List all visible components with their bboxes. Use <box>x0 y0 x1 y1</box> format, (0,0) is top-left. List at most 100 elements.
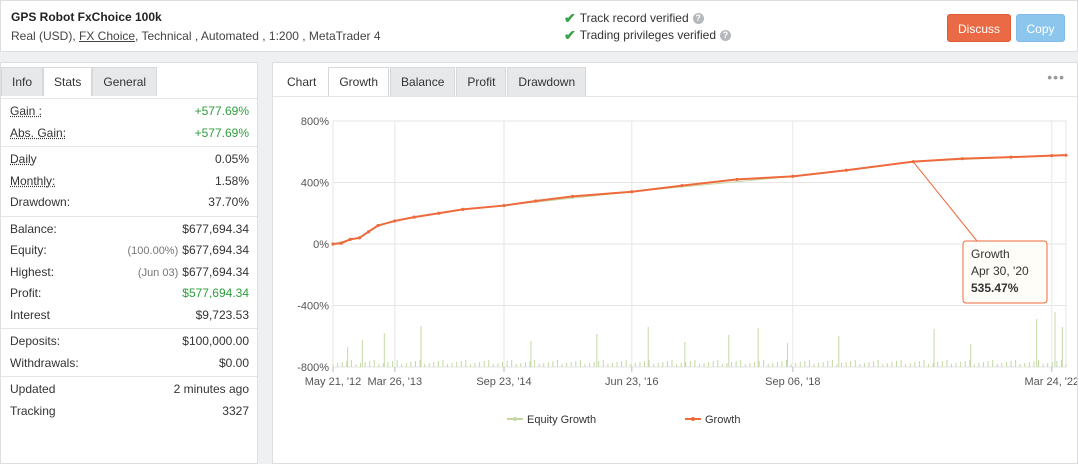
tooltip-value: 535.47% <box>971 281 1019 295</box>
growth-point <box>680 183 684 188</box>
system-details: Real (USD), FX Choice, Technical , Autom… <box>11 29 381 43</box>
stat-abs-gain: Abs. Gain: +577.69% <box>1 123 257 145</box>
y-tick-label: 800% <box>301 116 329 128</box>
divider <box>273 96 1077 97</box>
growth-point <box>376 223 380 228</box>
stat-value: 37.70% <box>208 195 249 209</box>
growth-point <box>735 177 739 182</box>
discuss-button[interactable]: Discuss <box>947 14 1011 42</box>
stat-interest: Interest $9,723.53 <box>1 305 257 327</box>
growth-point <box>502 203 506 208</box>
stat-equity: Equity: (100.00%) $677,694.34 <box>1 240 257 262</box>
growth-point <box>1009 155 1013 159</box>
tab-drawdown[interactable]: Drawdown <box>507 67 587 96</box>
y-tick-label: 400% <box>301 178 329 190</box>
tab-stats[interactable]: Stats <box>43 67 93 96</box>
growth-point <box>358 236 362 240</box>
stat-label: Tracking <box>10 403 56 418</box>
legend-label: Equity Growth <box>527 414 596 426</box>
tooltip-date: Apr 30, '20 <box>971 264 1029 278</box>
growth-point <box>1050 153 1054 158</box>
stat-value: $577,694.34 <box>182 286 249 300</box>
growth-point <box>791 174 795 178</box>
tab-profit[interactable]: Profit <box>456 67 507 96</box>
stat-value: +577.69% <box>194 104 249 118</box>
x-tick-label: Sep 06, '18 <box>765 376 820 388</box>
more-options-icon[interactable]: ••• <box>1047 69 1065 85</box>
stats-tabs: Info Stats General <box>1 67 158 96</box>
copy-button[interactable]: Copy <box>1016 14 1065 42</box>
info-icon[interactable]: ? <box>720 29 732 41</box>
stat-highest: Highest: (Jun 03) $677,694.34 <box>1 262 257 284</box>
x-tick-label: Sep 23, '14 <box>476 376 531 388</box>
growth-chart[interactable]: 800% 400% 0% -400% -800% May 21, '12 Mar 26, '… <box>273 97 1077 463</box>
x-tick-label: Mar 24, '22 <box>1024 376 1077 388</box>
growth-point <box>571 194 575 198</box>
stat-drawdown: Drawdown: 37.70% <box>1 192 257 214</box>
stat-value: (100.00%) $677,694.34 <box>128 240 250 263</box>
growth-point <box>437 211 441 215</box>
stat-value: $100,000.00 <box>182 334 249 348</box>
stat-deposits: Deposits: $100,000.00 <box>1 331 257 353</box>
x-tick-label: May 21, '12 <box>305 376 362 388</box>
tab-general[interactable]: General <box>92 67 158 96</box>
tab-growth[interactable]: Growth <box>328 67 390 96</box>
growth-point <box>1064 153 1068 157</box>
stats-panel: Info Stats General Gain : +577.69% Abs. G… <box>0 62 258 464</box>
stat-tracking: Tracking 3327 <box>1 401 257 423</box>
stat-label: Equity: <box>10 243 47 257</box>
check-icon: ✔ <box>564 10 576 26</box>
growth-point <box>534 199 538 203</box>
chart-tabs: Chart Growth Balance Profit Drawdown <box>276 67 587 96</box>
stat-prefix: (Jun 03) <box>137 266 179 279</box>
y-tick-label: -800% <box>297 362 329 374</box>
system-title: GPS Robot FxChoice 100k <box>11 10 162 24</box>
stat-label[interactable]: Abs. Gain: <box>10 125 67 140</box>
growth-point <box>393 219 397 223</box>
stat-value: (Jun 03) $677,694.34 <box>138 262 249 285</box>
growth-point <box>412 215 416 219</box>
info-icon[interactable]: ? <box>692 12 704 24</box>
stat-label[interactable]: Daily <box>10 152 37 166</box>
account-type: Real (USD), <box>11 29 80 43</box>
chart-panel: Chart Growth Balance Profit Drawdown •••… <box>272 62 1078 464</box>
x-tick-label: Mar 26, '13 <box>367 376 422 388</box>
tab-balance[interactable]: Balance <box>390 67 456 96</box>
y-tick-label: 0% <box>313 239 329 251</box>
stat-label: Withdrawals: <box>10 355 79 370</box>
legend-marker <box>691 417 695 421</box>
growth-point <box>461 207 465 212</box>
stat-monthly: Monthly: 1.58% <box>1 171 257 193</box>
stat-label: Profit: <box>10 286 42 300</box>
x-tick-label: Jun 23, '16 <box>605 376 658 388</box>
track-record-verified: ✔ Track record verified ? <box>564 11 704 25</box>
stat-value: 0.05% <box>214 152 249 166</box>
stat-label: Drawdown: <box>10 195 71 209</box>
stat-balance: Balance: $677,694.34 <box>1 219 257 241</box>
stat-value: 2 minutes ago <box>173 382 249 396</box>
growth-point <box>367 230 371 234</box>
stat-value: $0.00 <box>218 355 249 370</box>
stat-label[interactable]: Gain : <box>10 104 43 118</box>
trading-privileges-verified: ✔ Trading privileges verified ? <box>564 27 732 43</box>
stat-value: +577.69% <box>194 125 249 140</box>
stat-prefix: (100.00%) <box>127 245 179 257</box>
stat-label: Deposits: <box>10 334 61 348</box>
growth-point <box>844 168 849 172</box>
tooltip-box <box>962 240 1048 304</box>
stat-value: 1.58% <box>214 173 249 188</box>
stat-value: $9,723.53 <box>195 307 249 322</box>
tooltip-pointer <box>912 161 978 242</box>
stats-list: Gain : +577.69% Abs. Gain: +577.69% Daily 0… <box>1 98 257 424</box>
tab-info[interactable]: Info <box>1 67 44 96</box>
legend-label: Growth <box>705 414 740 426</box>
stat-value: $677,694.34 <box>182 221 249 236</box>
account-details: , Technical , Automated , 1:200 , MetaTr… <box>135 29 381 43</box>
legend-marker <box>513 417 517 421</box>
stat-label[interactable]: Monthly: <box>10 173 56 188</box>
broker-link[interactable]: FX Choice <box>79 29 136 43</box>
growth-point <box>348 237 352 241</box>
check-icon: ✔ <box>564 27 576 43</box>
growth-point <box>630 190 634 194</box>
system-header: GPS Robot FxChoice 100k Real (USD), FX C… <box>0 0 1078 52</box>
